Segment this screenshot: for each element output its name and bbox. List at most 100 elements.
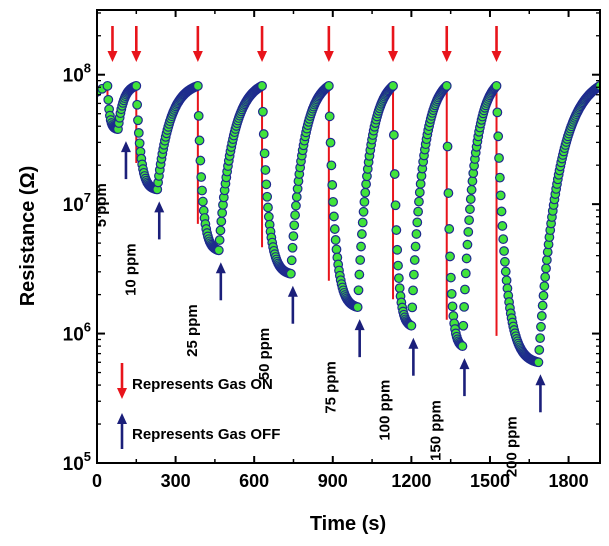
data-point: [329, 224, 340, 234]
data-point: [445, 272, 456, 283]
data-point: [328, 196, 338, 207]
data-point: [194, 135, 205, 146]
data-point: [409, 255, 420, 265]
data-point: [413, 206, 424, 217]
x-tick-label: 1500: [470, 471, 510, 491]
x-tick-label: 600: [239, 471, 269, 491]
data-point: [131, 80, 142, 91]
data-point: [389, 169, 400, 179]
gas-off-arrow-head: [215, 262, 226, 274]
x-tick-label: 0: [92, 471, 102, 491]
concentration-label: 50 ppm: [256, 328, 273, 381]
plot-frame: [96, 9, 601, 464]
data-point: [498, 234, 509, 245]
gas-off-arrow-head: [120, 141, 131, 153]
y-tick-label: 108: [63, 61, 91, 87]
data-point: [466, 184, 477, 195]
data-point: [324, 111, 335, 122]
data-point: [541, 263, 551, 274]
x-tick-label: 300: [161, 471, 191, 491]
data-point: [331, 244, 342, 255]
gas-on-arrow-head: [491, 51, 502, 62]
data-point: [291, 200, 301, 211]
data-point: [262, 191, 273, 202]
data-point: [263, 202, 273, 213]
data-point: [196, 172, 207, 182]
y-tick-label: 106: [63, 320, 91, 346]
data-point: [460, 268, 471, 279]
data-point: [533, 357, 544, 368]
data-point: [411, 229, 422, 239]
data-point: [539, 281, 550, 292]
data-point: [442, 141, 453, 152]
data-point: [355, 255, 366, 265]
data-point: [461, 253, 472, 264]
data-point: [388, 130, 399, 140]
data-point: [289, 220, 300, 231]
data-point: [390, 200, 401, 211]
data-point: [197, 196, 208, 207]
data-point: [493, 131, 504, 142]
x-tick-label: 1800: [549, 471, 589, 491]
data-point: [464, 215, 475, 226]
data-point: [286, 255, 297, 266]
data-point: [406, 320, 417, 331]
data-point: [501, 275, 512, 286]
data-point: [393, 273, 404, 284]
axes: 0 300 600 900 1200 1500 1800 105 106 107 108: [63, 9, 601, 491]
data-point: [494, 172, 505, 183]
data-point: [595, 80, 600, 91]
data-point: [540, 272, 551, 282]
data-point: [325, 137, 336, 148]
data-point: [394, 283, 405, 294]
data-point: [263, 211, 274, 222]
data-point: [492, 107, 503, 118]
data-point: [463, 227, 474, 237]
data-point: [327, 180, 338, 190]
gas-on-arrow-head: [441, 51, 452, 62]
data-point: [535, 333, 546, 344]
data-point: [356, 241, 366, 252]
data-point: [285, 268, 296, 279]
data-point: [323, 80, 334, 91]
y-tick-label: 105: [63, 449, 91, 475]
gas-on-arrow-head: [117, 388, 127, 399]
data-point: [195, 155, 206, 166]
data-point: [353, 285, 364, 296]
gas-off-arrow-head: [117, 413, 127, 424]
data-point: [216, 216, 227, 227]
data-point: [495, 190, 506, 201]
data-point: [330, 235, 341, 245]
data-point: [359, 196, 370, 207]
data-point: [257, 80, 267, 91]
concentration-label: 25 ppm: [184, 304, 201, 357]
data-point: [537, 300, 548, 311]
x-tick-label: 900: [318, 471, 348, 491]
data-point: [538, 290, 549, 301]
data-point: [536, 321, 546, 332]
data-point: [326, 160, 337, 171]
data-point: [536, 311, 547, 321]
resistance-series: [97, 80, 600, 368]
data-point: [447, 301, 458, 312]
data-point: [408, 285, 418, 296]
data-point: [133, 115, 143, 126]
gas-off-arrow-head: [287, 285, 298, 297]
concentration-label: 200 ppm: [503, 416, 520, 477]
data-point: [446, 288, 457, 299]
data-point: [460, 284, 470, 295]
gas-off-arrow-head: [354, 319, 365, 331]
data-point: [443, 188, 454, 198]
data-point: [102, 80, 113, 91]
gas-on-arrow-head: [107, 51, 118, 62]
data-point: [457, 341, 468, 352]
gas-off-arrow-head: [408, 337, 419, 349]
data-point: [500, 256, 510, 267]
data-point: [361, 179, 371, 190]
data-point: [391, 225, 402, 235]
data-point: [491, 80, 502, 91]
data-point: [500, 266, 511, 277]
y-tick-label: 107: [63, 190, 91, 216]
data-point: [261, 179, 272, 190]
data-point: [441, 80, 452, 91]
